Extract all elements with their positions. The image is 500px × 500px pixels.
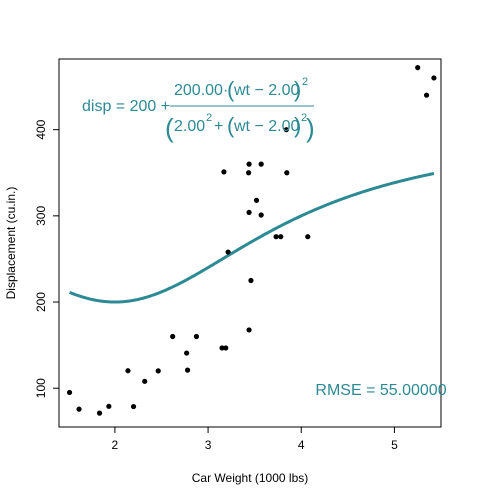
formula-denominator-inner-close-paren: ) bbox=[294, 113, 301, 138]
data-point bbox=[66, 389, 73, 396]
data-point bbox=[225, 249, 231, 255]
formula-denominator-close-paren: ) bbox=[306, 113, 315, 143]
data-point bbox=[284, 170, 290, 176]
data-point bbox=[248, 277, 254, 284]
formula-numerator-coef: 200.00 bbox=[174, 82, 223, 99]
data-point bbox=[170, 333, 176, 340]
data-point bbox=[142, 378, 148, 384]
y-tick-label: 300 bbox=[34, 206, 48, 226]
data-point bbox=[184, 367, 191, 373]
data-point bbox=[130, 403, 137, 410]
formula-denominator-inner-open-paren: ( bbox=[227, 113, 235, 138]
formula-denominator-inner-exponent: 2 bbox=[301, 112, 307, 124]
fit-curve bbox=[68, 172, 435, 304]
data-point bbox=[305, 234, 311, 240]
formula-dot: · bbox=[223, 82, 228, 99]
formula-denominator-base: 2.00 bbox=[174, 118, 205, 135]
data-point bbox=[246, 327, 252, 333]
y-tick-label: 400 bbox=[34, 119, 48, 139]
formula-denominator-open-paren: ( bbox=[165, 113, 174, 143]
formula-denominator-exponent: 2 bbox=[206, 112, 212, 124]
data-point bbox=[223, 345, 229, 351]
data-point bbox=[273, 234, 279, 240]
plot-frame bbox=[58, 58, 442, 428]
y-tick-label: 200 bbox=[34, 292, 48, 312]
data-point bbox=[184, 350, 190, 356]
formula-lhs: disp = 200 + bbox=[82, 98, 170, 115]
formula-close-paren: ) bbox=[294, 77, 301, 102]
data-point bbox=[193, 333, 200, 340]
data-point bbox=[258, 161, 264, 167]
data-point bbox=[106, 403, 112, 409]
formula-denominator-group: wt − 2.00 bbox=[233, 118, 299, 135]
data-points bbox=[66, 65, 437, 416]
x-tick-label: 2 bbox=[112, 438, 119, 452]
data-point bbox=[283, 127, 289, 133]
data-point bbox=[278, 234, 284, 240]
y-tick-label: 100 bbox=[34, 378, 48, 398]
data-point bbox=[155, 368, 161, 374]
data-point bbox=[76, 406, 82, 412]
data-point bbox=[221, 169, 227, 175]
formula-open-paren: ( bbox=[227, 77, 235, 102]
x-axis: 2 3 4 5 bbox=[112, 427, 398, 452]
formula-numerator-group: wt − 2.00 bbox=[233, 82, 299, 99]
formula-annotation: disp = 200 + 200.00 · ( wt − 2.00 ) 2 ( … bbox=[82, 76, 315, 143]
data-point bbox=[246, 161, 252, 167]
data-point bbox=[415, 65, 421, 71]
data-point bbox=[125, 368, 131, 374]
data-point bbox=[246, 209, 252, 216]
x-tick-label: 3 bbox=[205, 438, 212, 452]
x-tick-label: 4 bbox=[298, 438, 305, 452]
data-point bbox=[431, 75, 437, 81]
x-axis-label: Car Weight (1000 lbs) bbox=[192, 471, 309, 485]
y-axis-label: Displacement (cu.in.) bbox=[4, 187, 18, 300]
data-point bbox=[423, 92, 430, 98]
formula-numerator-exponent: 2 bbox=[302, 76, 308, 88]
data-point bbox=[96, 410, 103, 416]
data-point bbox=[219, 345, 225, 351]
x-tick-label: 5 bbox=[391, 438, 398, 452]
data-point bbox=[253, 197, 260, 203]
rmse-annotation: RMSE = 55.00000 bbox=[315, 382, 446, 399]
y-axis: 100 200 300 400 bbox=[34, 119, 59, 398]
formula-denominator-plus: + bbox=[214, 118, 223, 135]
data-point bbox=[258, 212, 264, 218]
data-point bbox=[246, 170, 252, 176]
